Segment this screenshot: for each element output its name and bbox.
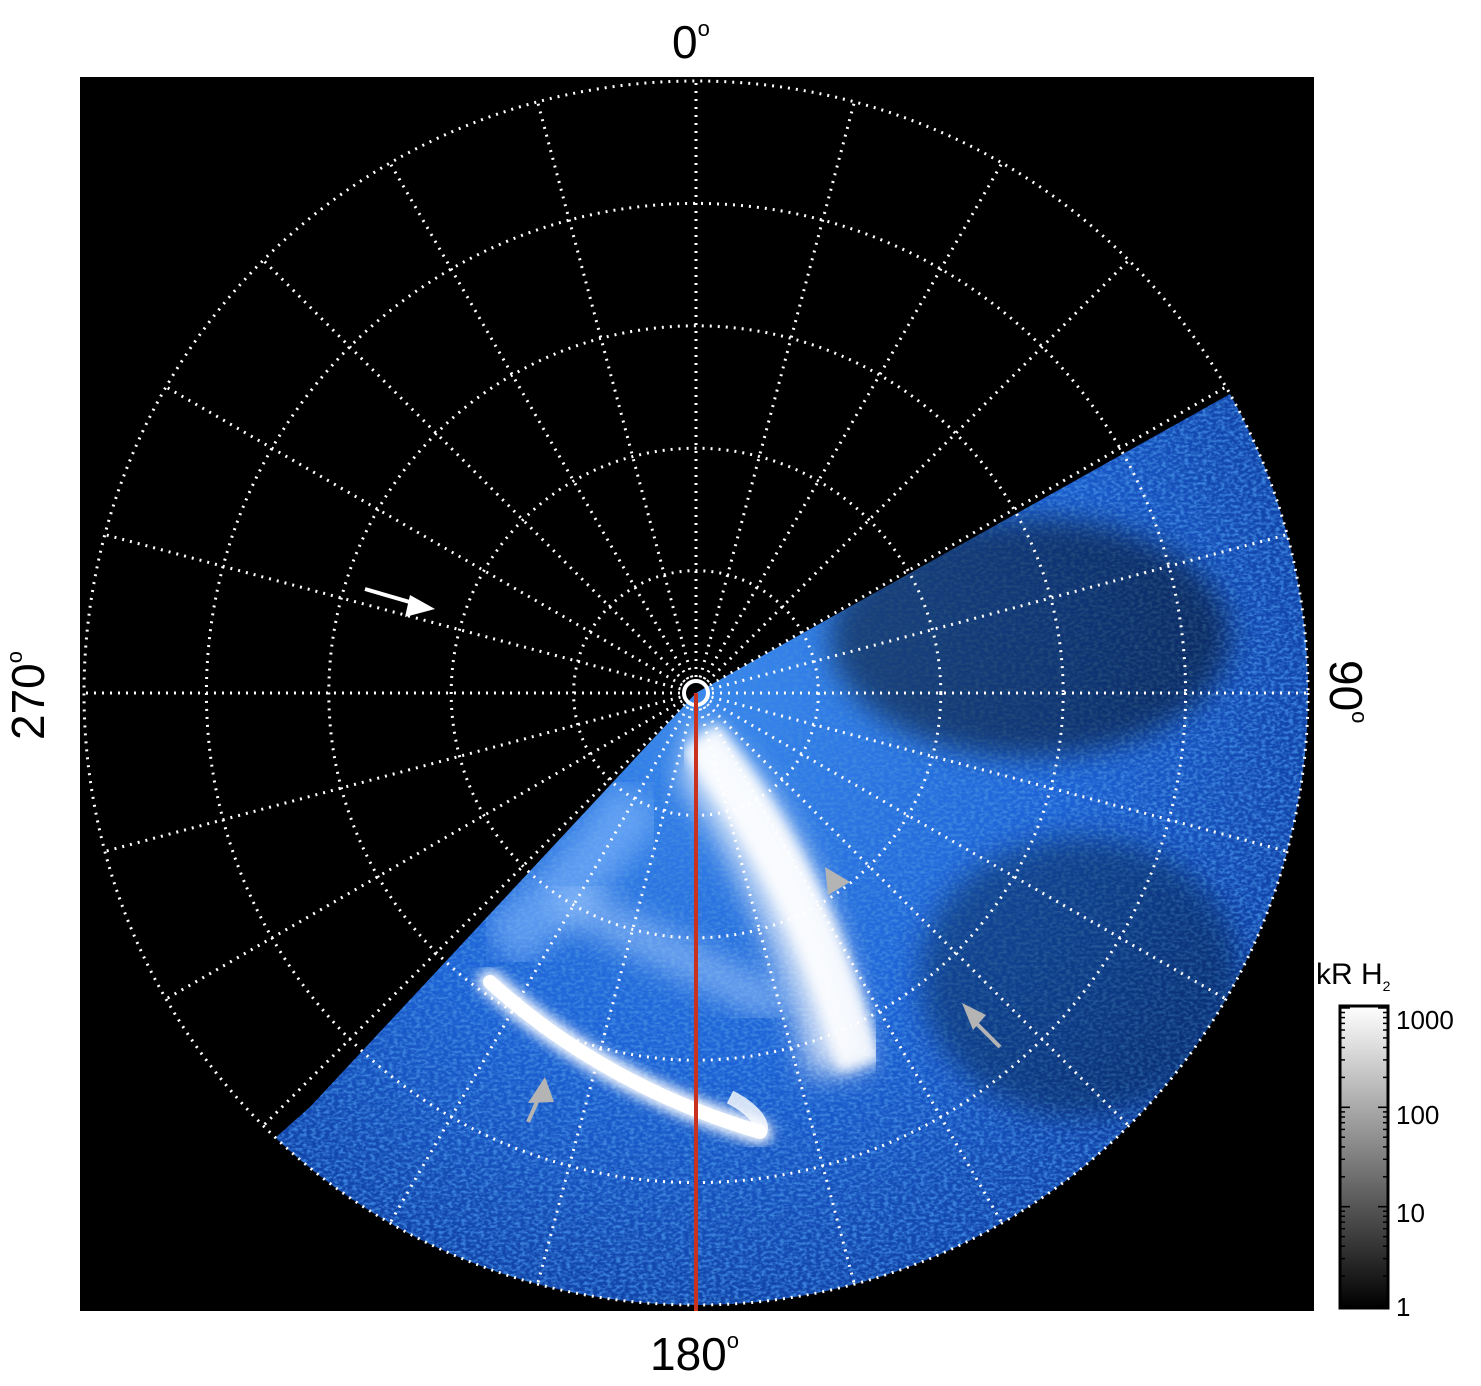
grid-meridian <box>536 101 694 678</box>
grid-meridian <box>165 385 683 687</box>
grid-meridian <box>262 259 686 683</box>
grid-meridian <box>536 708 694 1285</box>
axis-label-bottom: 180o <box>650 1328 739 1380</box>
colorbar-tick-label: 10 <box>1396 1198 1425 1228</box>
arrow-icon <box>364 587 435 617</box>
arrow-icon <box>526 1077 554 1123</box>
colorbar-tick-label: 1000 <box>1396 1005 1454 1035</box>
grid-meridian <box>388 162 690 680</box>
polar-aurora-image <box>80 77 1314 1311</box>
axis-label-top: 0o <box>672 16 710 68</box>
grid-meridian <box>698 708 856 1285</box>
axis-label-right: 90o <box>1320 660 1372 724</box>
grid-meridian <box>709 699 1227 1001</box>
colorbar <box>1338 1004 1390 1310</box>
grid-meridian <box>702 162 1004 680</box>
arrow-icon <box>962 1003 1002 1049</box>
grid-meridian <box>104 695 681 853</box>
triangle-icon <box>825 867 850 895</box>
colorbar-title: kR H2 <box>1316 958 1391 994</box>
grid-meridian <box>709 385 1227 687</box>
polar-grid <box>82 79 1310 1307</box>
grid-meridian <box>262 703 686 1127</box>
grid-meridian <box>706 259 1130 683</box>
axis-label-left: 270o <box>2 651 54 740</box>
grid-meridian <box>711 695 1288 853</box>
grid-meridian <box>698 101 856 678</box>
colorbar-tick-label: 1 <box>1396 1292 1411 1322</box>
grid-meridian <box>165 699 683 1001</box>
grid-meridian <box>706 703 1130 1127</box>
grid-meridian <box>702 706 1004 1224</box>
grid-meridian <box>711 533 1288 691</box>
grid-meridian <box>388 706 690 1224</box>
colorbar-tick-label: 100 <box>1396 1100 1440 1130</box>
grid-meridian <box>104 533 681 691</box>
